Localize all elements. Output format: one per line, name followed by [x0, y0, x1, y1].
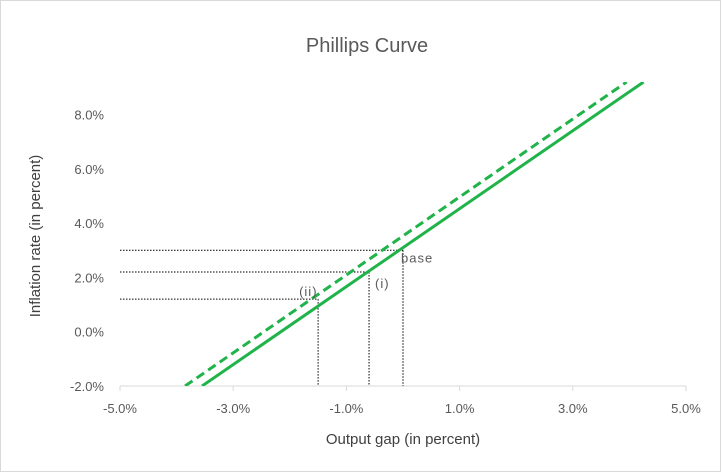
solid-curve-line	[201, 82, 645, 386]
point-annotation: base	[401, 250, 433, 265]
point-annotation: (i)	[375, 276, 390, 291]
x-tick-label: -3.0%	[216, 401, 250, 416]
y-tick-label: 4.0%	[74, 216, 104, 231]
y-tick-label: 0.0%	[74, 325, 104, 340]
x-tick-label: 3.0%	[558, 401, 588, 416]
annotations: base (i) (ii)	[299, 250, 433, 299]
y-tick-label: -2.0%	[70, 379, 104, 394]
y-tick-label: 2.0%	[74, 270, 104, 285]
dashed-curve-line	[184, 82, 628, 386]
point-annotation: (ii)	[299, 284, 317, 299]
y-axis-title: Inflation rate (in percent)	[27, 155, 44, 318]
y-tick-label: 8.0%	[74, 108, 104, 123]
x-axis-ticks: -5.0% -3.0% -1.0% 1.0% 3.0% 5.0%	[103, 386, 701, 416]
reference-guides	[120, 249, 404, 386]
x-tick-label: 1.0%	[445, 401, 475, 416]
chart-title: Phillips Curve	[306, 35, 428, 57]
x-tick-label: -5.0%	[103, 401, 137, 416]
x-axis-title: Output gap (in percent)	[326, 431, 480, 448]
y-tick-label: 6.0%	[74, 162, 104, 177]
x-tick-label: 5.0%	[671, 401, 701, 416]
series-group	[184, 82, 645, 386]
y-axis-ticks: -2.0% 0.0% 2.0% 4.0% 6.0% 8.0%	[70, 108, 104, 394]
x-tick-label: -1.0%	[329, 401, 363, 416]
